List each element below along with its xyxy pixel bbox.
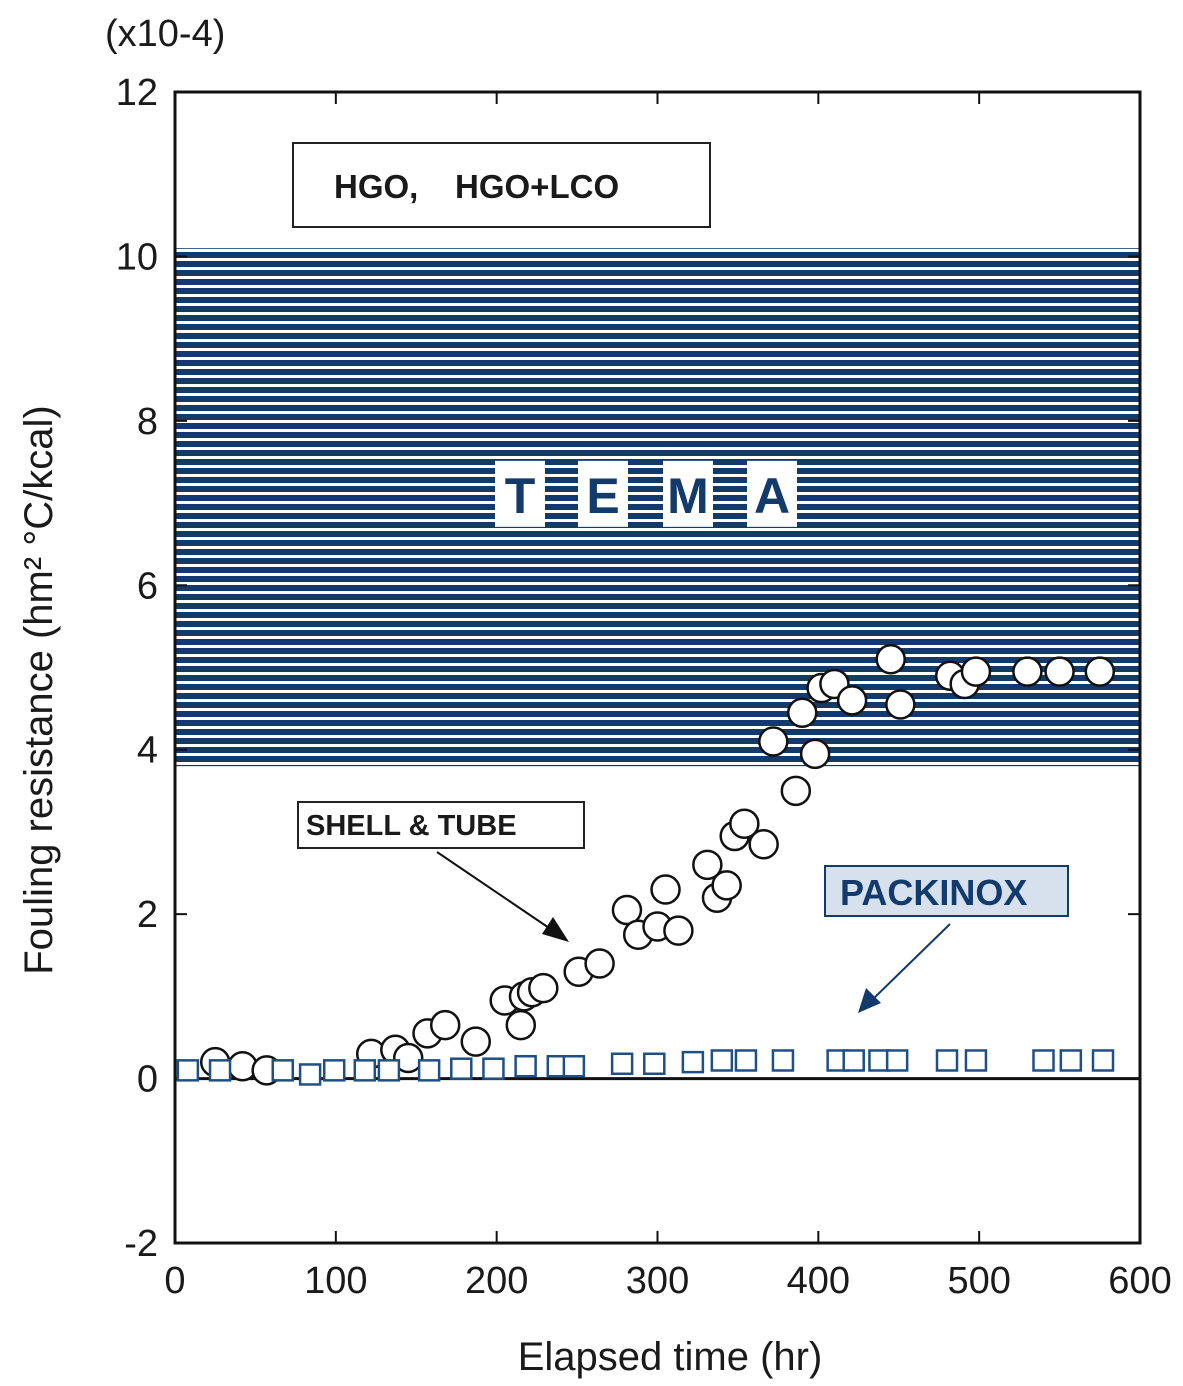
packinox-point bbox=[417, 1059, 441, 1082]
shell-tube-point bbox=[392, 1042, 424, 1074]
y-tick-label: 12 bbox=[116, 72, 158, 114]
shell-tube-arrow bbox=[436, 851, 556, 933]
x-tick-label: 600 bbox=[1108, 1260, 1171, 1302]
shell-tube-point bbox=[960, 656, 992, 687]
y-tick-label: 10 bbox=[116, 236, 158, 278]
legend-box bbox=[292, 142, 711, 228]
y-tick-label: 6 bbox=[137, 565, 158, 607]
packinox-label-box bbox=[824, 865, 1069, 917]
shell-tube-point bbox=[692, 849, 723, 881]
x-tick-label: 500 bbox=[947, 1260, 1010, 1302]
packinox-label: PACKINOX bbox=[840, 872, 1027, 913]
y-tick-label: 8 bbox=[137, 401, 158, 443]
packinox-point bbox=[562, 1054, 586, 1078]
y-tick-label: 0 bbox=[137, 1059, 158, 1101]
shell-tube-point bbox=[711, 870, 742, 901]
packinox-point bbox=[1091, 1049, 1115, 1072]
data-marks bbox=[176, 644, 1116, 1086]
y-tick-label: -2 bbox=[124, 1223, 158, 1265]
shell-tube-point bbox=[885, 689, 916, 720]
tema-letter: E bbox=[586, 468, 619, 524]
packinox-point bbox=[681, 1050, 705, 1074]
packinox-point bbox=[377, 1059, 401, 1082]
x-tick-label: 300 bbox=[626, 1260, 689, 1302]
shell-tube-point bbox=[836, 685, 868, 716]
tema-letter: A bbox=[754, 468, 790, 524]
shell-tube-arrowhead bbox=[542, 917, 569, 942]
shell-tube-point bbox=[799, 738, 831, 770]
y-tick-label: 4 bbox=[137, 730, 158, 772]
plot-frame bbox=[173, 90, 1142, 1245]
shell-tube-point bbox=[429, 1009, 461, 1041]
shell-tube-label-box bbox=[297, 801, 585, 849]
packinox-point bbox=[643, 1052, 666, 1076]
tema-letter: T bbox=[505, 468, 536, 524]
shell-tube-point bbox=[758, 726, 789, 757]
packinox-point bbox=[353, 1059, 377, 1082]
shell-tube-point bbox=[663, 915, 694, 946]
legend-box-text: HGO, HGO+LCO bbox=[334, 168, 619, 205]
shell-tube-point bbox=[787, 697, 818, 728]
packinox-point bbox=[964, 1049, 988, 1072]
packinox-point bbox=[1059, 1049, 1083, 1072]
packinox-point bbox=[771, 1049, 795, 1072]
packinox-point bbox=[322, 1059, 346, 1082]
packinox-point bbox=[1032, 1049, 1055, 1072]
shell-tube-point bbox=[611, 894, 643, 926]
packinox-point bbox=[482, 1057, 505, 1080]
tema-letter-bg bbox=[495, 460, 545, 527]
tema-letter-bg bbox=[747, 460, 797, 527]
packinox-point bbox=[298, 1063, 322, 1086]
shell-tube-point bbox=[1084, 656, 1116, 687]
tema-letter: M bbox=[667, 468, 709, 524]
x-tick-label: 0 bbox=[164, 1260, 185, 1302]
shell-tube-point bbox=[650, 874, 681, 905]
y-tick-label: 2 bbox=[137, 894, 158, 936]
packinox-point bbox=[176, 1059, 200, 1082]
shell-tube-point bbox=[875, 644, 906, 675]
shell-tube-point bbox=[460, 1026, 492, 1057]
packinox-point bbox=[885, 1049, 909, 1072]
packinox-arrowhead bbox=[858, 988, 881, 1013]
packinox-point bbox=[842, 1049, 865, 1072]
packinox-arrow bbox=[871, 923, 951, 1001]
packinox-point bbox=[514, 1054, 537, 1078]
tema-letter-bg bbox=[578, 460, 628, 527]
x-tick-label: 400 bbox=[787, 1260, 850, 1302]
y-multiplier-label: (x10-4) bbox=[105, 13, 225, 55]
shell-tube-point bbox=[505, 1009, 537, 1041]
packinox-point bbox=[271, 1059, 295, 1082]
packinox-point bbox=[935, 1049, 959, 1072]
packinox-point bbox=[610, 1052, 634, 1076]
shell-tube-point bbox=[729, 808, 760, 839]
x-tick-label: 100 bbox=[304, 1260, 367, 1302]
x-tick-labels: 0 100 200 300 400 500 600 bbox=[164, 1260, 1171, 1302]
packinox-point bbox=[450, 1057, 473, 1080]
shell-tube-point bbox=[1012, 656, 1043, 687]
shell-tube-point bbox=[748, 829, 779, 860]
y-tick-labels: -2 0 2 4 6 8 10 12 bbox=[116, 72, 158, 1265]
y-axis-title: Fouling resistance (hm² °C/kcal) bbox=[17, 405, 61, 975]
x-tick-label: 200 bbox=[465, 1260, 528, 1302]
shell-tube-point bbox=[528, 972, 559, 1004]
packinox-point bbox=[208, 1059, 232, 1082]
packinox-point bbox=[710, 1049, 734, 1072]
packinox-point bbox=[734, 1049, 758, 1072]
shell-tube-label: SHELL & TUBE bbox=[306, 810, 517, 842]
shell-tube-point bbox=[780, 775, 812, 807]
tema-letter-bg bbox=[663, 460, 713, 527]
shell-tube-point bbox=[584, 948, 615, 979]
x-axis-title: Elapsed time (hr) bbox=[518, 1335, 823, 1379]
shell-tube-point bbox=[1044, 656, 1075, 687]
tema-band bbox=[176, 248, 1139, 767]
